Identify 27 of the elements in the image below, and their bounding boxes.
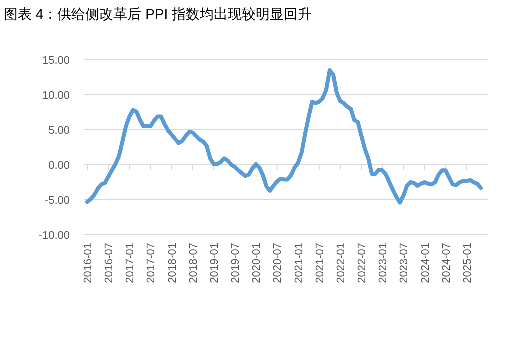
line-series	[86, 68, 483, 205]
y-tick-label: -5.00	[44, 195, 70, 207]
x-tick-label: 2021-01	[293, 243, 306, 284]
x-tick-label: 2020-01	[251, 243, 264, 284]
x-tick-label: 2023-07	[398, 243, 411, 284]
y-tick-label: 5.00	[48, 125, 70, 137]
x-tick-label: 2016-07	[104, 243, 116, 284]
y-tick-label: -10.00	[38, 230, 70, 242]
x-tick-label: 2025-01	[462, 243, 474, 284]
x-tick-label: 2019-01	[208, 243, 221, 284]
x-tick-label: 2019-07	[230, 243, 242, 284]
x-tick-label: 2017-07	[146, 243, 158, 284]
x-tick-label: 2022-01	[335, 243, 348, 284]
chart-title: 图表 4：供给侧改革后 PPI 指数均出现较明显回升	[4, 6, 312, 22]
x-tick-label: 2024-01	[420, 243, 432, 284]
x-tick-label: 2022-07	[356, 243, 369, 284]
x-tick-label: 2021-07	[314, 243, 326, 284]
y-tick-label: 10.00	[42, 90, 70, 102]
y-tick-label: 0.00	[48, 160, 70, 172]
x-tick-label: 2016-01	[82, 243, 95, 284]
x-tick-label: 2018-01	[166, 243, 179, 284]
x-tick-label: 2024-07	[440, 243, 453, 284]
x-tick-label: 2020-07	[272, 243, 284, 284]
x-tick-label: 2018-07	[188, 243, 200, 284]
x-tick-label: 2023-01	[378, 243, 390, 284]
y-tick-label: 15.00	[42, 55, 70, 67]
x-tick-label: 2017-01	[124, 243, 137, 284]
